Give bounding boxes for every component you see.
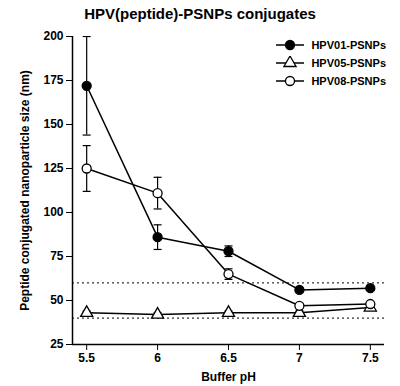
svg-text:75: 75: [50, 249, 64, 263]
html-text:HPV(peptide)-PSNPs conjugates: HPV(peptide)-PSNPs conjugates: [84, 5, 316, 22]
svg-text:7.5: 7.5: [362, 351, 379, 365]
svg-text:5.5: 5.5: [78, 351, 95, 365]
svg-text:Peptide conjugated nanoparticl: Peptide conjugated nanoparticle size (nm…: [18, 70, 32, 311]
svg-text:25: 25: [50, 337, 64, 351]
svg-text:6: 6: [154, 351, 161, 365]
svg-text:7: 7: [296, 351, 303, 365]
html-text:HPV01-PSNPs: HPV01-PSNPs: [311, 39, 386, 51]
svg-text:175: 175: [43, 73, 63, 87]
svg-text:Buffer pH: Buffer pH: [201, 370, 256, 384]
svg-text:100: 100: [43, 205, 63, 219]
svg-text:125: 125: [43, 161, 63, 175]
svg-text:150: 150: [43, 117, 63, 131]
svg-text:200: 200: [43, 29, 63, 43]
svg-text:50: 50: [50, 293, 64, 307]
svg-text:6.5: 6.5: [220, 351, 237, 365]
html-text:HPV05-PSNPs: HPV05-PSNPs: [311, 57, 386, 69]
html-text:HPV08-PSNPs: HPV08-PSNPs: [311, 75, 386, 87]
